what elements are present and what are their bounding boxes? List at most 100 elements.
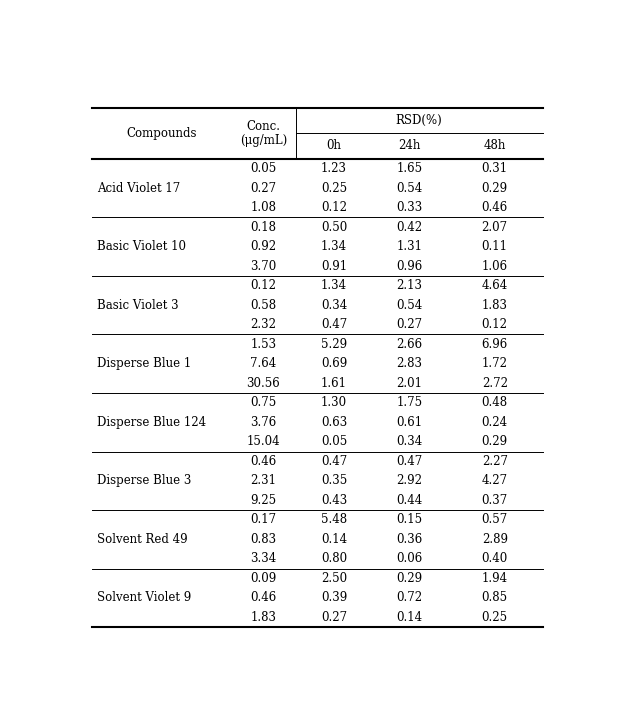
- Text: 0.25: 0.25: [321, 181, 347, 195]
- Text: 0.18: 0.18: [250, 221, 276, 234]
- Text: 1.34: 1.34: [321, 279, 347, 293]
- Text: 30.56: 30.56: [246, 376, 280, 390]
- Text: 1.30: 1.30: [321, 397, 347, 409]
- Text: 15.04: 15.04: [246, 435, 280, 448]
- Text: 0.47: 0.47: [396, 455, 423, 467]
- Text: 0.61: 0.61: [397, 416, 423, 429]
- Text: 2.31: 2.31: [250, 474, 276, 488]
- Text: 9.25: 9.25: [250, 494, 276, 507]
- Text: 0.12: 0.12: [321, 201, 347, 214]
- Text: 5.48: 5.48: [321, 513, 347, 526]
- Text: 1.83: 1.83: [250, 611, 276, 624]
- Text: 2.50: 2.50: [321, 572, 347, 585]
- Text: 0.69: 0.69: [321, 357, 347, 370]
- Text: 0.24: 0.24: [482, 416, 508, 429]
- Text: 0.50: 0.50: [321, 221, 347, 234]
- Text: 0.83: 0.83: [250, 533, 276, 546]
- Text: 7.64: 7.64: [250, 357, 277, 370]
- Text: 0.29: 0.29: [482, 435, 508, 448]
- Text: Basic Violet 3: Basic Violet 3: [97, 299, 178, 312]
- Text: 2.13: 2.13: [397, 279, 423, 293]
- Text: 2.92: 2.92: [397, 474, 423, 488]
- Text: 5.29: 5.29: [321, 338, 347, 351]
- Text: 2.27: 2.27: [482, 455, 508, 467]
- Text: Disperse Blue 3: Disperse Blue 3: [97, 474, 191, 488]
- Text: 0.39: 0.39: [321, 592, 347, 604]
- Text: 0.17: 0.17: [250, 513, 276, 526]
- Text: Conc.: Conc.: [246, 120, 280, 133]
- Text: 0.27: 0.27: [397, 318, 423, 331]
- Text: 0.46: 0.46: [482, 201, 508, 214]
- Text: Disperse Blue 124: Disperse Blue 124: [97, 416, 206, 429]
- Text: (μg/mL): (μg/mL): [240, 133, 287, 146]
- Text: 24h: 24h: [399, 139, 421, 152]
- Text: 2.89: 2.89: [482, 533, 508, 546]
- Text: 3.70: 3.70: [250, 260, 277, 272]
- Text: 2.72: 2.72: [482, 376, 508, 390]
- Text: 0.54: 0.54: [396, 299, 423, 312]
- Text: 1.72: 1.72: [482, 357, 508, 370]
- Text: 1.65: 1.65: [397, 162, 423, 175]
- Text: 1.06: 1.06: [482, 260, 508, 272]
- Text: 0.31: 0.31: [482, 162, 508, 175]
- Text: 4.64: 4.64: [482, 279, 508, 293]
- Text: 4.27: 4.27: [482, 474, 508, 488]
- Text: 1.34: 1.34: [321, 240, 347, 253]
- Text: 2.07: 2.07: [482, 221, 508, 234]
- Text: 1.23: 1.23: [321, 162, 347, 175]
- Text: 0.11: 0.11: [482, 240, 508, 253]
- Text: 0.48: 0.48: [482, 397, 508, 409]
- Text: 2.01: 2.01: [397, 376, 423, 390]
- Text: 2.83: 2.83: [397, 357, 423, 370]
- Text: RSD(%): RSD(%): [396, 114, 443, 127]
- Text: 0.46: 0.46: [250, 455, 277, 467]
- Text: 0.05: 0.05: [321, 435, 347, 448]
- Text: 0.12: 0.12: [482, 318, 508, 331]
- Text: 1.94: 1.94: [482, 572, 508, 585]
- Text: 1.75: 1.75: [397, 397, 423, 409]
- Text: 0.27: 0.27: [250, 181, 276, 195]
- Text: 0.34: 0.34: [396, 435, 423, 448]
- Text: Compounds: Compounds: [126, 127, 197, 140]
- Text: 0.14: 0.14: [321, 533, 347, 546]
- Text: 0.09: 0.09: [250, 572, 277, 585]
- Text: 0.46: 0.46: [250, 592, 277, 604]
- Text: 1.83: 1.83: [482, 299, 508, 312]
- Text: 0.12: 0.12: [250, 279, 276, 293]
- Text: Solvent Red 49: Solvent Red 49: [97, 533, 187, 546]
- Text: 3.34: 3.34: [250, 552, 277, 565]
- Text: 0.58: 0.58: [250, 299, 276, 312]
- Text: 0.44: 0.44: [396, 494, 423, 507]
- Text: Disperse Blue 1: Disperse Blue 1: [97, 357, 191, 370]
- Text: 0.15: 0.15: [397, 513, 423, 526]
- Text: 1.31: 1.31: [397, 240, 423, 253]
- Text: 0.85: 0.85: [482, 592, 508, 604]
- Text: 0.42: 0.42: [397, 221, 423, 234]
- Text: 6.96: 6.96: [482, 338, 508, 351]
- Text: 0.27: 0.27: [321, 611, 347, 624]
- Text: 0.36: 0.36: [396, 533, 423, 546]
- Text: 0.91: 0.91: [321, 260, 347, 272]
- Text: 0.35: 0.35: [321, 474, 347, 488]
- Text: Acid Violet 17: Acid Violet 17: [97, 181, 180, 195]
- Text: 0h: 0h: [327, 139, 342, 152]
- Text: 0.72: 0.72: [397, 592, 423, 604]
- Text: 0.14: 0.14: [397, 611, 423, 624]
- Text: 2.32: 2.32: [250, 318, 276, 331]
- Text: 0.57: 0.57: [482, 513, 508, 526]
- Text: 0.47: 0.47: [321, 455, 347, 467]
- Text: 0.96: 0.96: [396, 260, 423, 272]
- Text: 0.47: 0.47: [321, 318, 347, 331]
- Text: 0.37: 0.37: [482, 494, 508, 507]
- Text: 0.29: 0.29: [482, 181, 508, 195]
- Text: 0.75: 0.75: [250, 397, 277, 409]
- Text: 0.40: 0.40: [482, 552, 508, 565]
- Text: 0.25: 0.25: [482, 611, 508, 624]
- Text: 0.34: 0.34: [321, 299, 347, 312]
- Text: 3.76: 3.76: [250, 416, 277, 429]
- Text: 0.92: 0.92: [250, 240, 276, 253]
- Text: 0.80: 0.80: [321, 552, 347, 565]
- Text: Solvent Violet 9: Solvent Violet 9: [97, 592, 191, 604]
- Text: 48h: 48h: [483, 139, 506, 152]
- Text: 0.05: 0.05: [250, 162, 277, 175]
